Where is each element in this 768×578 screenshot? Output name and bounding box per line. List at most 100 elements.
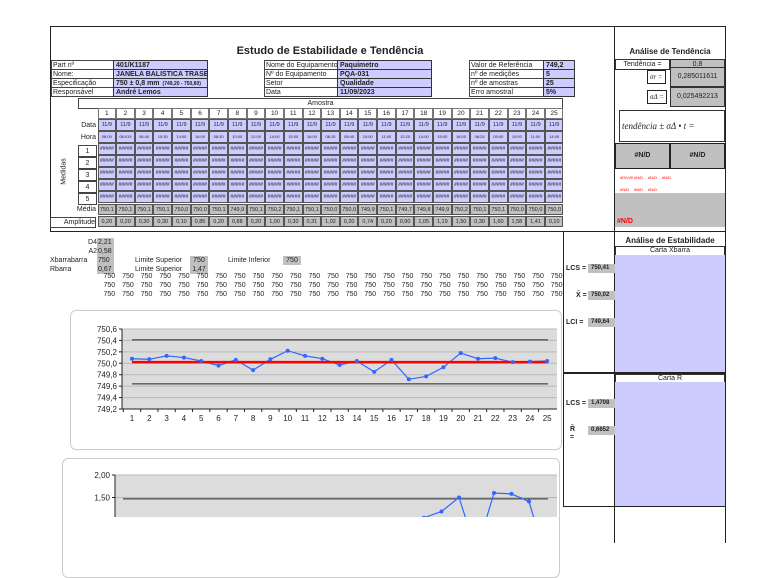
measure-cell[interactable]: #####	[302, 143, 322, 155]
measure-cell[interactable]: #####	[507, 155, 527, 167]
measure-cell[interactable]: #####	[172, 167, 191, 179]
measure-cell[interactable]: #####	[265, 179, 284, 191]
sample-hour[interactable]: 15:00	[433, 131, 452, 143]
sample-hour[interactable]: 08:40	[339, 131, 359, 143]
measure-cell[interactable]: #####	[246, 167, 266, 179]
sample-date[interactable]: 11/9	[544, 119, 564, 131]
measure-cell[interactable]: #####	[507, 167, 527, 179]
measure-cell[interactable]: #####	[153, 155, 173, 167]
measure-cell[interactable]: #####	[544, 143, 564, 155]
sample-date[interactable]: 11/9	[395, 119, 415, 131]
measure-cell[interactable]: #####	[209, 155, 228, 167]
sample-date[interactable]: 11/9	[321, 119, 340, 131]
sample-hour[interactable]: 14:00	[414, 131, 433, 143]
sample-hour[interactable]: 11:00	[377, 131, 396, 143]
measure-cell[interactable]: #####	[116, 191, 135, 203]
sample-hour[interactable]: 16:00	[451, 131, 471, 143]
measure-cell[interactable]: #####	[283, 167, 303, 179]
measure-cell[interactable]: #####	[302, 167, 322, 179]
measure-cell[interactable]: #####	[526, 143, 545, 155]
measure-cell[interactable]: #####	[526, 167, 545, 179]
measure-cell[interactable]: #####	[358, 179, 378, 191]
measure-cell[interactable]: #####	[172, 179, 191, 191]
measure-cell[interactable]: #####	[209, 143, 228, 155]
sample-date[interactable]: 11/9	[172, 119, 191, 131]
measure-cell[interactable]: #####	[153, 167, 173, 179]
sample-hour[interactable]: 08:00	[97, 131, 117, 143]
measure-cell[interactable]: #####	[339, 167, 359, 179]
sample-date[interactable]: 11/9	[451, 119, 471, 131]
measure-cell[interactable]: #####	[246, 179, 266, 191]
sample-date[interactable]: 11/9	[488, 119, 508, 131]
measure-cell[interactable]: #####	[451, 143, 471, 155]
measure-cell[interactable]: #####	[116, 167, 135, 179]
sample-hour[interactable]: 16:00	[302, 131, 322, 143]
sample-date[interactable]: 11/9	[302, 119, 322, 131]
measure-cell[interactable]: #####	[544, 179, 564, 191]
measure-cell[interactable]: #####	[395, 179, 415, 191]
sample-hour[interactable]: 12:20	[395, 131, 415, 143]
measure-cell[interactable]: #####	[395, 167, 415, 179]
measure-cell[interactable]: #####	[451, 155, 471, 167]
sample-date[interactable]: 11/9	[377, 119, 396, 131]
measure-cell[interactable]: #####	[209, 191, 228, 203]
measure-cell[interactable]: #####	[395, 143, 415, 155]
measure-cell[interactable]: #####	[526, 179, 545, 191]
measure-cell[interactable]: #####	[97, 179, 117, 191]
measure-cell[interactable]: #####	[172, 155, 191, 167]
sample-date[interactable]: 11/9	[433, 119, 452, 131]
measure-cell[interactable]: #####	[507, 191, 527, 203]
measure-cell[interactable]: #####	[283, 143, 303, 155]
sample-hour[interactable]: 11:00	[526, 131, 545, 143]
measure-cell[interactable]: #####	[134, 155, 154, 167]
measure-cell[interactable]: #####	[358, 143, 378, 155]
measure-cell[interactable]: #####	[116, 179, 135, 191]
measure-cell[interactable]: #####	[358, 191, 378, 203]
measure-cell[interactable]: #####	[321, 143, 340, 155]
sample-hour[interactable]: 10:00	[358, 131, 378, 143]
measure-cell[interactable]: #####	[339, 155, 359, 167]
measure-cell[interactable]: #####	[116, 155, 135, 167]
measure-cell[interactable]: #####	[172, 191, 191, 203]
sample-hour[interactable]: 12:00	[246, 131, 266, 143]
measure-cell[interactable]: #####	[265, 143, 284, 155]
sample-date[interactable]: 11/9	[209, 119, 228, 131]
measure-cell[interactable]: #####	[246, 155, 266, 167]
measure-cell[interactable]: #####	[451, 167, 471, 179]
sample-date[interactable]: 11/9	[414, 119, 433, 131]
measure-cell[interactable]: #####	[377, 167, 396, 179]
measure-cell[interactable]: #####	[414, 143, 433, 155]
sample-date[interactable]: 11/9	[507, 119, 527, 131]
sample-hour[interactable]: 09:00	[488, 131, 508, 143]
measure-cell[interactable]: #####	[265, 191, 284, 203]
measure-cell[interactable]: #####	[321, 179, 340, 191]
sample-hour[interactable]: 10:30	[153, 131, 173, 143]
measure-cell[interactable]: #####	[97, 167, 117, 179]
measure-cell[interactable]: #####	[470, 143, 489, 155]
sample-date[interactable]: 11/9	[190, 119, 210, 131]
sample-hour[interactable]: 15:00	[283, 131, 303, 143]
measure-cell[interactable]: #####	[395, 155, 415, 167]
measure-cell[interactable]: #####	[321, 155, 340, 167]
sample-date[interactable]: 11/9	[116, 119, 135, 131]
measure-cell[interactable]: #####	[265, 167, 284, 179]
measure-cell[interactable]: #####	[246, 143, 266, 155]
resp-value[interactable]: André Lemos	[113, 87, 208, 97]
measure-cell[interactable]: #####	[321, 191, 340, 203]
measure-cell[interactable]: #####	[153, 179, 173, 191]
measure-cell[interactable]: #####	[488, 191, 508, 203]
measure-cell[interactable]: #####	[283, 155, 303, 167]
measure-cell[interactable]: #####	[358, 167, 378, 179]
measure-cell[interactable]: #####	[190, 143, 210, 155]
measure-cell[interactable]: #####	[209, 179, 228, 191]
sample-date[interactable]: 11/9	[283, 119, 303, 131]
measure-cell[interactable]: #####	[283, 191, 303, 203]
measure-cell[interactable]: #####	[321, 167, 340, 179]
measure-cell[interactable]: #####	[377, 179, 396, 191]
sample-hour[interactable]: 16:00	[190, 131, 210, 143]
measure-cell[interactable]: #####	[433, 167, 452, 179]
measure-cell[interactable]: #####	[339, 143, 359, 155]
measure-cell[interactable]: #####	[470, 155, 489, 167]
sample-hour[interactable]: 10:00	[227, 131, 247, 143]
measure-cell[interactable]: #####	[377, 143, 396, 155]
